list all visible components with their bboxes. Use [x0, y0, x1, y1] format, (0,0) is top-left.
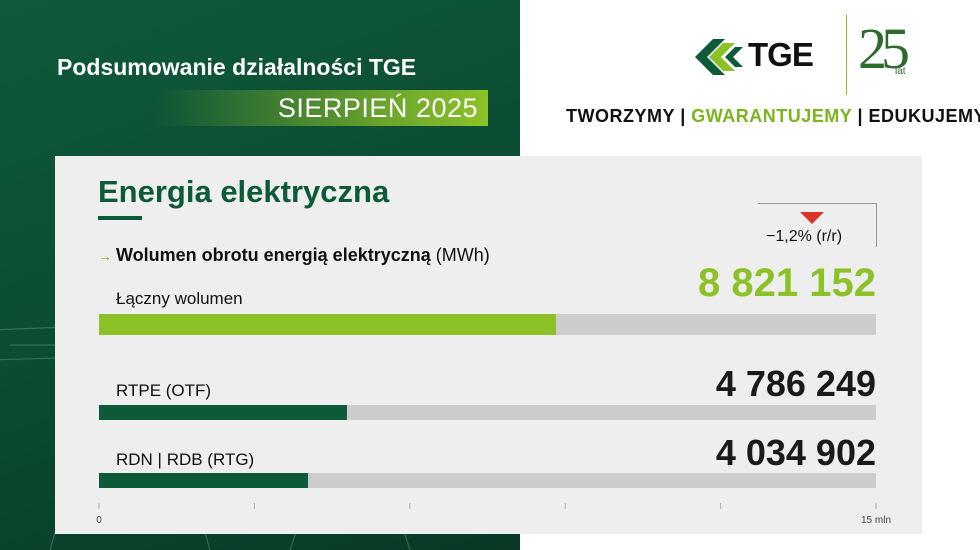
value-label: 4 786 249 — [716, 363, 876, 404]
slogan-word-2: GWARANTUJEMY — [691, 106, 852, 126]
slogan: TWORZYMY | GWARANTUJEMY | EDUKUJEMY — [566, 106, 980, 127]
month-label: SIERPIEŃ 2025 — [277, 93, 478, 123]
logo-divider — [846, 15, 847, 95]
logo-text: TGE — [748, 36, 814, 73]
arrow-right-icon: → — [98, 248, 112, 264]
yoy-change: −1,2% (r/r) — [766, 228, 843, 245]
bar — [99, 473, 309, 488]
bar — [99, 405, 347, 420]
category-label: RTPE (OTF) — [116, 381, 211, 400]
page-title: Podsumowanie działalności TGE — [57, 54, 417, 80]
slogan-word-3: EDUKUJEMY — [868, 106, 980, 126]
title-underline — [98, 216, 142, 220]
summary-card: Energia elektryczna → Wolumen obrotu ener… — [55, 156, 922, 534]
value-label: 4 034 902 — [716, 432, 876, 473]
yoy-indicator: −1,2% (r/r) — [758, 203, 877, 247]
subtitle-unit: (MWh) — [435, 245, 490, 265]
slogan-separator-1: | — [680, 106, 686, 126]
month-band: SIERPIEŃ 2025 — [155, 90, 488, 126]
slogan-word-1: TWORZYMY — [566, 106, 675, 126]
slogan-separator-2: | — [857, 106, 863, 126]
tick-label: 0 — [96, 515, 102, 526]
chart-subtitle: → Wolumen obrotu energią elektryczną (MWh… — [98, 245, 490, 266]
category-label: Łączny wolumen — [116, 289, 243, 308]
down-triangle-icon — [800, 212, 824, 224]
anniversary-label: lat — [895, 66, 906, 77]
tick-label: 15 mln — [861, 515, 891, 526]
category-label: RDN | RDB (RTG) — [116, 450, 254, 469]
value-label: 8 821 152 — [698, 261, 876, 305]
tge-logo-icon — [695, 39, 743, 75]
subtitle-text: Wolumen obrotu energią elektryczną — [116, 245, 431, 265]
bar — [99, 314, 556, 335]
anniversary-25-logo: 25 — [858, 16, 914, 81]
section-title: Energia elektryczna — [98, 174, 390, 209]
volume-bar-chart: Łączny wolumen 8 821 152 RTPE (OTF) 4 786 2… — [96, 261, 891, 526]
